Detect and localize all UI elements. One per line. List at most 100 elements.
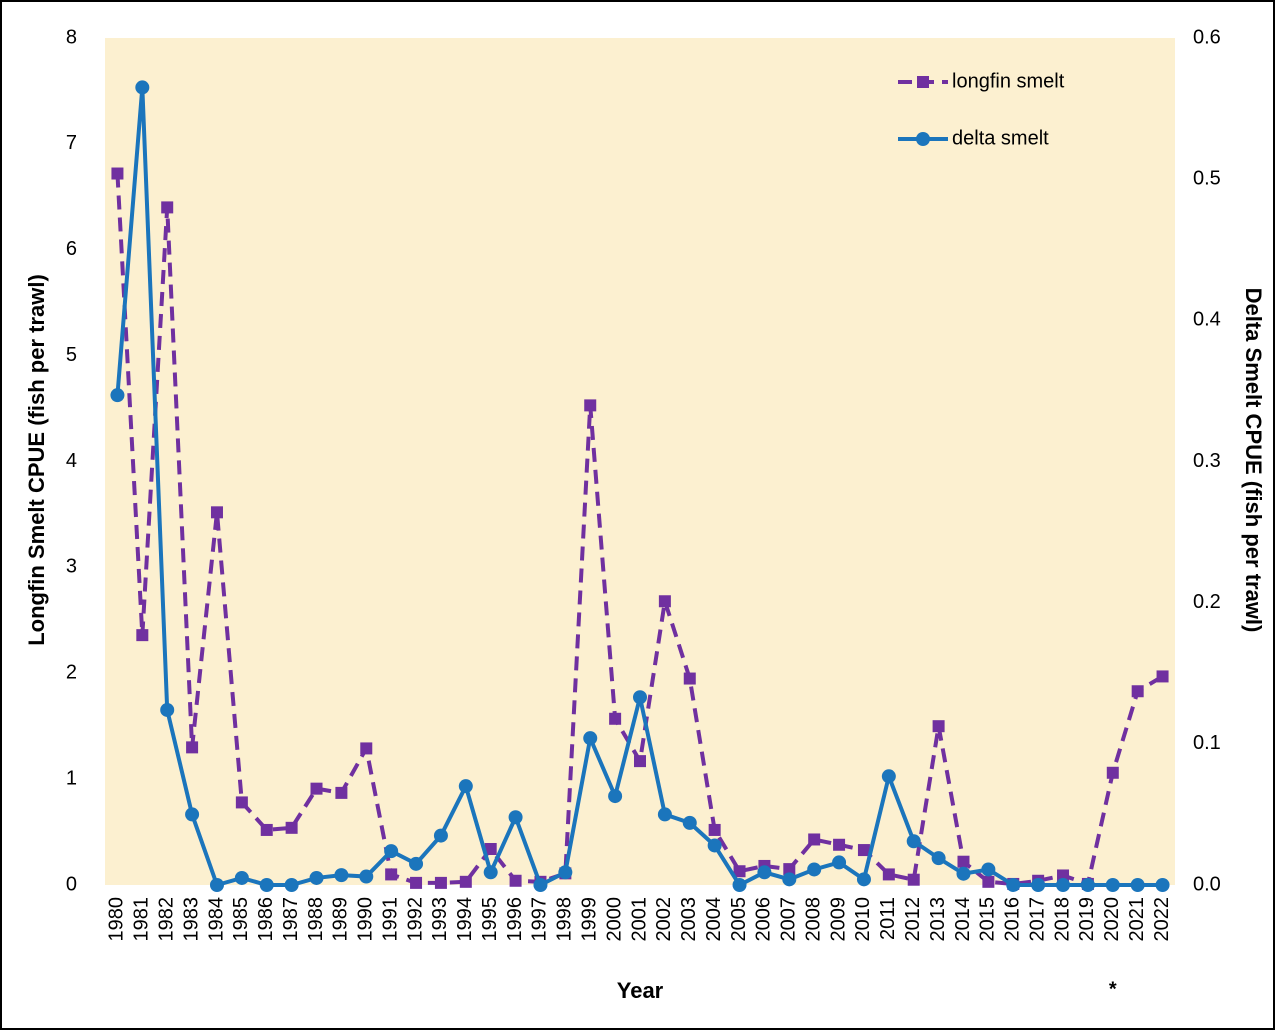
marker (160, 702, 175, 717)
marker (832, 855, 847, 870)
legend-label: delta smelt (952, 127, 1049, 149)
y2-axis-title: Delta Smelt CPUE (fish per trawl) (1241, 288, 1266, 633)
x-tick-label: 1996 (504, 897, 526, 942)
marker (110, 388, 125, 403)
legend-marker (916, 132, 930, 146)
marker (1006, 878, 1021, 892)
x-tick-label: 2000 (603, 897, 625, 942)
marker (186, 741, 199, 754)
x-tick-label: 1990 (355, 897, 377, 942)
marker (284, 878, 299, 892)
marker (509, 874, 522, 887)
marker (682, 815, 697, 830)
marker (609, 712, 622, 725)
marker (782, 872, 797, 887)
x-tick-label: 2016 (1002, 897, 1024, 942)
marker (1080, 878, 1095, 892)
x-tick-label: 2019 (1076, 897, 1098, 942)
marker (708, 823, 721, 836)
marker (385, 868, 398, 881)
x-tick-label: 1986 (255, 897, 277, 942)
y-tick-label: 2 (66, 662, 77, 684)
x-tick-label: 2010 (852, 897, 874, 942)
marker (808, 833, 821, 846)
marker (657, 807, 672, 822)
marker (1156, 670, 1169, 683)
x-tick-label: 1992 (404, 897, 426, 942)
marker (335, 786, 348, 799)
marker (584, 399, 597, 412)
marker (957, 855, 970, 868)
marker (807, 862, 822, 877)
marker (907, 873, 920, 886)
x-tick-label: 2002 (653, 897, 675, 942)
marker (234, 870, 249, 885)
marker (881, 769, 896, 784)
x-tick-label: 2006 (753, 897, 775, 942)
marker (136, 629, 149, 642)
marker (956, 866, 971, 881)
marker (608, 789, 623, 804)
y-tick-label: 1 (66, 767, 77, 789)
marker (857, 844, 870, 857)
marker (508, 810, 523, 825)
marker (260, 823, 273, 836)
marker (558, 865, 573, 880)
x-tick-label: 2001 (628, 897, 650, 942)
marker (360, 742, 373, 755)
marker (633, 690, 647, 705)
y2-tick-label: 0.6 (1193, 26, 1221, 48)
marker (185, 807, 200, 822)
x-tick-label: 1988 (305, 897, 327, 942)
marker (410, 876, 423, 889)
y-tick-label: 3 (66, 556, 77, 578)
x-tick-label: 2018 (1051, 897, 1073, 942)
x-tick-label: 2007 (778, 897, 800, 942)
marker (334, 868, 349, 883)
marker (359, 869, 374, 884)
marker (707, 838, 722, 853)
marker (533, 878, 548, 892)
marker (732, 878, 747, 892)
y2-tick-label: 0.1 (1193, 732, 1221, 754)
marker (409, 856, 424, 871)
annotation: * (1109, 978, 1117, 1000)
x-tick-label: 2022 (1151, 897, 1173, 942)
y-tick-label: 4 (66, 450, 77, 472)
marker (1057, 869, 1070, 882)
x-tick-label: 2003 (678, 897, 700, 942)
x-axis-title: Year (617, 978, 664, 1003)
marker (1031, 878, 1046, 892)
marker (882, 868, 895, 881)
marker (856, 872, 871, 887)
marker (932, 720, 945, 733)
marker (285, 821, 298, 834)
x-tick-label: 2008 (802, 897, 824, 942)
x-tick-label: 1980 (106, 897, 128, 942)
marker (209, 878, 224, 892)
x-tick-label: 2015 (977, 897, 999, 942)
y2-tick-label: 0.0 (1193, 873, 1221, 895)
x-tick-label: 1983 (180, 897, 202, 942)
marker (833, 838, 846, 851)
x-tick-label: 1998 (554, 897, 576, 942)
marker (235, 796, 248, 809)
marker (783, 863, 796, 876)
y2-tick-label: 0.4 (1193, 309, 1221, 331)
x-tick-label: 1993 (429, 897, 451, 942)
marker (433, 828, 448, 843)
x-tick-label: 2014 (952, 897, 974, 942)
x-tick-label: 2020 (1101, 897, 1123, 942)
y-tick-label: 5 (66, 344, 77, 366)
marker (210, 506, 223, 519)
marker (458, 779, 473, 794)
y2-tick-label: 0.2 (1193, 591, 1221, 613)
marker (1131, 685, 1144, 698)
x-tick-label: 2013 (927, 897, 949, 942)
x-tick-label: 2021 (1126, 897, 1148, 942)
marker (931, 851, 946, 866)
marker (757, 865, 772, 880)
marker (111, 167, 124, 180)
y-tick-label: 6 (66, 238, 77, 260)
